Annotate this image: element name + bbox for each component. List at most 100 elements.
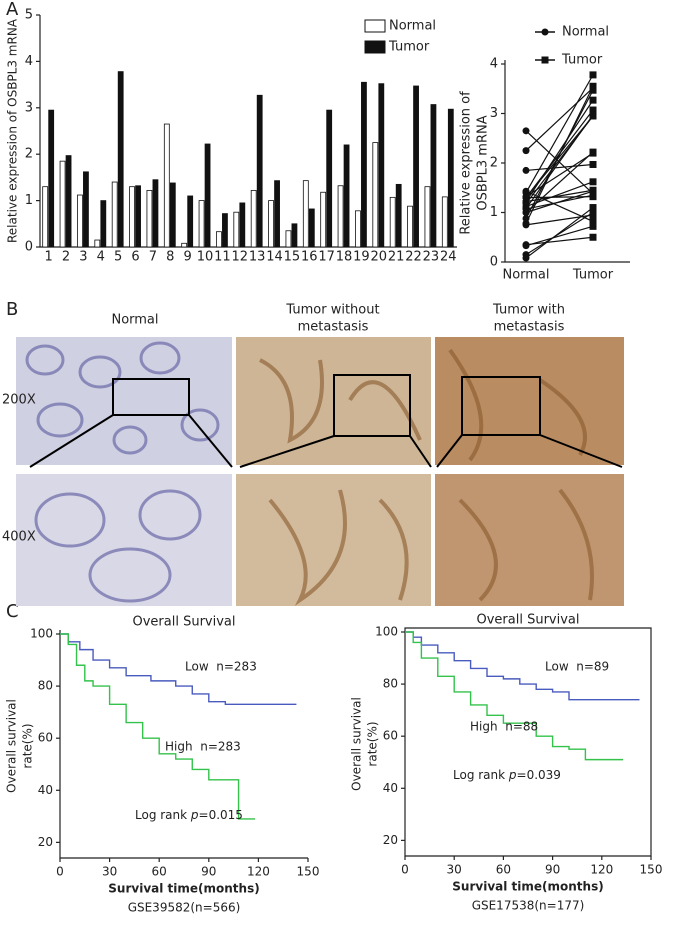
legend-label: Normal — [562, 25, 609, 40]
survival-curve — [405, 631, 624, 761]
bar — [222, 213, 228, 248]
pair-line — [525, 151, 594, 213]
bar — [407, 205, 413, 248]
y-tick-label: 40 — [383, 781, 398, 795]
point — [589, 149, 597, 157]
annotation: High n=283 — [165, 740, 241, 754]
bar — [48, 109, 55, 248]
pair-line — [525, 74, 594, 193]
tumor-outlines — [259, 348, 594, 606]
x-tick-label: 8 — [166, 250, 174, 265]
point — [522, 241, 530, 249]
x-tick-label: 150 — [640, 863, 663, 877]
point — [589, 211, 597, 219]
point — [522, 219, 530, 227]
chart-title: Overall Survival — [476, 613, 579, 628]
y-axis-label: OSBPL3 mRNA — [476, 115, 491, 210]
point — [589, 96, 597, 104]
point — [589, 204, 597, 212]
y-axis-label: rate(%) — [21, 723, 35, 768]
y-tick-label: 60 — [38, 731, 53, 745]
bar — [163, 123, 170, 248]
bar — [100, 200, 107, 248]
pair-line — [525, 99, 594, 202]
legend-marker — [541, 56, 549, 64]
chart-title: Overall Survival — [132, 615, 235, 630]
bar — [59, 160, 66, 248]
bar — [326, 109, 333, 248]
x-tick-label: 30 — [447, 863, 462, 877]
annotation-part: p — [508, 768, 517, 782]
caption: GSE17538(n=177) — [472, 899, 585, 913]
y-tick-label: 2 — [490, 156, 498, 171]
y-axis-label: Relative expression of OSBPL3 mRNA — [6, 18, 20, 243]
point — [589, 217, 597, 225]
column-header: metastasis — [298, 320, 369, 335]
bar — [378, 83, 385, 248]
bar — [250, 189, 257, 248]
bar — [146, 189, 153, 248]
y-tick-label: 100 — [375, 625, 398, 639]
survival-curve — [60, 633, 297, 706]
x-tick-label: 18 — [336, 250, 353, 265]
bar — [447, 108, 454, 248]
bar — [372, 142, 379, 248]
pair-line — [525, 225, 594, 247]
x-tick-label: 0 — [401, 863, 409, 877]
bar — [187, 195, 194, 248]
image — [236, 474, 431, 606]
bar — [117, 71, 124, 248]
bar — [129, 186, 135, 248]
x-tick-label: 20 — [371, 250, 388, 265]
row-header: 200X — [2, 393, 36, 408]
caption: GSE39582(n=566) — [128, 901, 241, 915]
column-header: metastasis — [494, 320, 565, 335]
axis — [39, 15, 457, 248]
image — [435, 474, 624, 606]
image — [16, 474, 232, 606]
image — [16, 337, 232, 465]
x-tick-label: 5 — [114, 250, 122, 265]
point — [589, 191, 597, 199]
annotation: Log rank p=0.039 — [453, 768, 561, 782]
x-tick-label: 22 — [405, 250, 422, 265]
x-tick-label: 12 — [232, 250, 249, 265]
pair-line — [525, 109, 594, 199]
legend-swatch — [364, 19, 386, 33]
bar — [302, 180, 309, 248]
bar — [268, 200, 274, 248]
micrographs — [16, 337, 624, 606]
survival-curve — [60, 633, 256, 820]
x-tick-label: 11 — [214, 250, 231, 265]
bar — [285, 230, 292, 248]
x-tick-label: Normal — [502, 268, 549, 283]
x-tick-label: 9 — [184, 250, 192, 265]
annotation: High n=88 — [470, 720, 538, 734]
column-header: Tumor with — [492, 303, 565, 318]
bar — [94, 239, 101, 248]
bar — [337, 185, 344, 248]
bar — [256, 94, 263, 248]
point — [522, 214, 530, 222]
bar — [42, 186, 49, 248]
legend-label: Tumor — [561, 53, 603, 68]
y-tick-label: 1 — [25, 193, 33, 208]
x-tick-label: 13 — [249, 250, 266, 265]
point — [589, 111, 597, 119]
x-tick-label: 60 — [496, 863, 511, 877]
pair-line — [525, 194, 594, 210]
y-tick-label: 0 — [490, 255, 498, 270]
point — [522, 205, 530, 213]
x-tick-label: 30 — [102, 865, 117, 879]
y-tick-label: 4 — [25, 54, 33, 69]
x-tick-label: 120 — [247, 865, 270, 879]
x-tick-label: 16 — [301, 250, 318, 265]
x-tick-label: 150 — [297, 865, 320, 879]
gland-outlines — [25, 341, 220, 603]
y-axis-label: Overall survival — [5, 699, 19, 793]
bar — [152, 179, 159, 248]
point — [589, 222, 597, 230]
bar — [77, 194, 83, 248]
bar — [233, 211, 240, 248]
